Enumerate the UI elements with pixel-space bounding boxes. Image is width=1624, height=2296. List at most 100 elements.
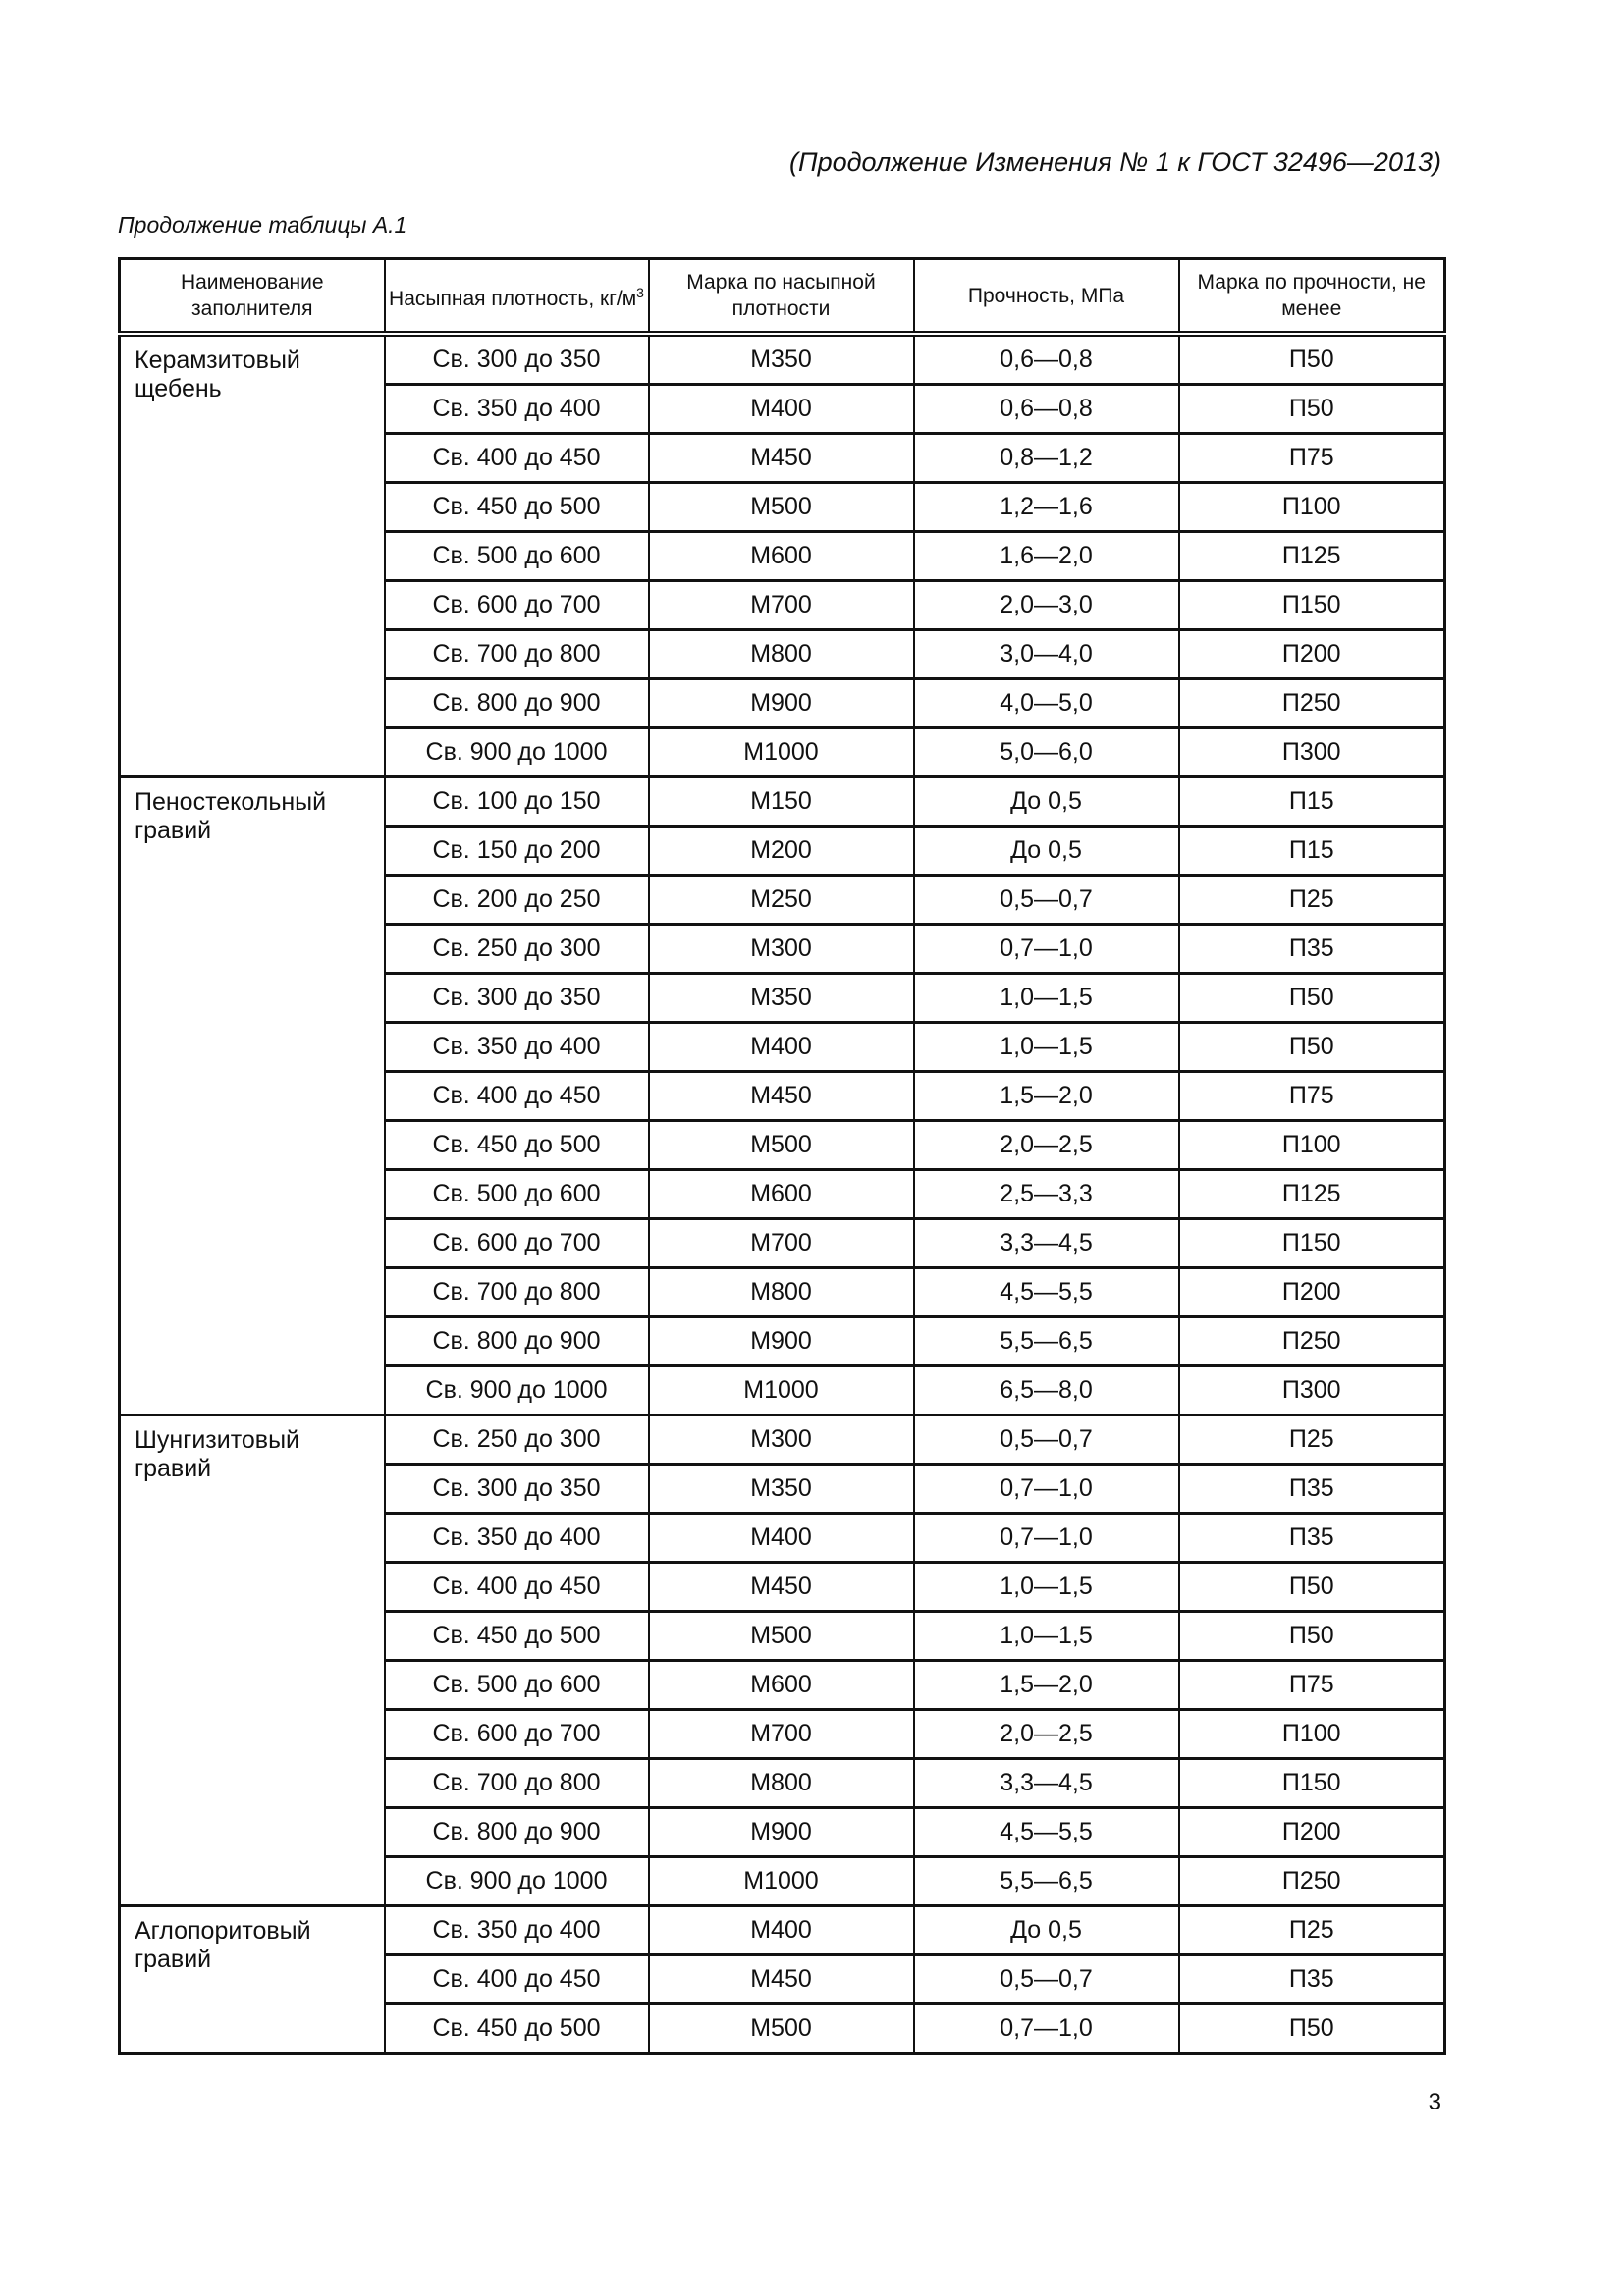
table-row: Св. 900 до 1000 М1000 5,5—6,5 П250 xyxy=(120,1855,1446,1907)
strength-grade: П100 xyxy=(1177,1119,1446,1171)
strength-grade: П50 xyxy=(1177,332,1446,386)
strength-grade: П25 xyxy=(1177,1414,1446,1466)
density-range: Св. 450 до 500 xyxy=(383,1119,650,1171)
density-grade: М600 xyxy=(647,1168,915,1220)
density-grade: М300 xyxy=(647,1414,915,1466)
density-grade: М250 xyxy=(647,874,915,926)
strength-grade: П300 xyxy=(1177,726,1446,778)
strength-range: 1,0—1,5 xyxy=(912,972,1180,1024)
density-range: Св. 250 до 300 xyxy=(383,1414,650,1466)
strength-range: 0,6—0,8 xyxy=(912,383,1180,435)
density-unit-sup: 3 xyxy=(636,284,644,300)
table-row: Св. 500 до 600 М600 1,6—2,0 П125 xyxy=(120,530,1446,582)
strength-grade: П75 xyxy=(1177,1659,1446,1711)
col-header-name: Наименование заполнителя xyxy=(118,257,386,337)
density-range: Св. 350 до 400 xyxy=(383,1512,650,1564)
strength-range: 2,5—3,3 xyxy=(912,1168,1180,1220)
col-header-density: Насыпная плотность, кг/м3 xyxy=(383,257,650,337)
strength-range: 3,3—4,5 xyxy=(912,1217,1180,1269)
strength-range: 1,0—1,5 xyxy=(912,1561,1180,1613)
strength-range: 0,6—0,8 xyxy=(912,332,1180,386)
density-grade: М400 xyxy=(647,1021,915,1073)
strength-grade: П100 xyxy=(1177,481,1446,533)
density-grade: М500 xyxy=(647,2002,915,2055)
strength-grade: П250 xyxy=(1177,1315,1446,1367)
strength-range: 4,5—5,5 xyxy=(912,1806,1180,1858)
table-row: Св. 800 до 900 М900 4,5—5,5 П200 xyxy=(120,1806,1446,1858)
strength-grade: П50 xyxy=(1177,383,1446,435)
strength-grade: П35 xyxy=(1177,1953,1446,2005)
density-range: Св. 400 до 450 xyxy=(383,432,650,484)
density-grade: М900 xyxy=(647,677,915,729)
table-row: Керамзитовый щебень Св. 300 до 350 М350 0,6… xyxy=(118,332,1446,778)
density-range: Св. 800 до 900 xyxy=(383,677,650,729)
table-row: Св. 350 до 400 М400 1,0—1,5 П50 xyxy=(120,1021,1446,1073)
table-row: Св. 800 до 900 М900 5,5—6,5 П250 xyxy=(120,1315,1446,1367)
strength-grade: П250 xyxy=(1177,1855,1446,1907)
col-header-strength-grade: Марка по прочности, не менее xyxy=(1177,257,1446,337)
strength-range: 1,2—1,6 xyxy=(912,481,1180,533)
density-grade: М700 xyxy=(647,1708,915,1760)
strength-range: 3,3—4,5 xyxy=(912,1757,1180,1809)
density-range: Св. 450 до 500 xyxy=(383,481,650,533)
strength-grade: П150 xyxy=(1177,579,1446,631)
table-row: Св. 600 до 700 М700 2,0—2,5 П100 xyxy=(120,1708,1446,1760)
strength-grade: П25 xyxy=(1177,1904,1446,1956)
density-grade: М300 xyxy=(647,923,915,975)
strength-grade: П35 xyxy=(1177,923,1446,975)
strength-grade: П100 xyxy=(1177,1708,1446,1760)
table-row: Св. 700 до 800 М800 3,0—4,0 П200 xyxy=(120,628,1446,680)
density-range: Св. 500 до 600 xyxy=(383,1659,650,1711)
strength-range: До 0,5 xyxy=(912,775,1180,828)
strength-range: 4,0—5,0 xyxy=(912,677,1180,729)
strength-grade: П75 xyxy=(1177,1070,1446,1122)
table-row: Св. 400 до 450 М450 1,5—2,0 П75 xyxy=(120,1070,1446,1122)
table-row: Св. 400 до 450 М450 0,5—0,7 П35 xyxy=(120,1953,1446,2005)
density-grade: М500 xyxy=(647,481,915,533)
strength-grade: П125 xyxy=(1177,1168,1446,1220)
table-row: Шунгизитовый гравий Св. 250 до 300 М300 0,5… xyxy=(118,1414,1446,1907)
density-range: Св. 800 до 900 xyxy=(383,1806,650,1858)
table-row: Св. 150 до 200 М200 До 0,5 П15 xyxy=(120,825,1446,877)
density-range: Св. 600 до 700 xyxy=(383,1708,650,1760)
density-grade: М150 xyxy=(647,775,915,828)
strength-range: До 0,5 xyxy=(912,825,1180,877)
strength-grade: П150 xyxy=(1177,1757,1446,1809)
strength-range: 1,0—1,5 xyxy=(912,1021,1180,1073)
density-grade: М500 xyxy=(647,1610,915,1662)
table-row: Св. 400 до 450 М450 0,8—1,2 П75 xyxy=(120,432,1446,484)
strength-grade: П15 xyxy=(1177,775,1446,828)
density-range: Св. 500 до 600 xyxy=(383,1168,650,1220)
table-row: Св. 400 до 450 М450 1,0—1,5 П50 xyxy=(120,1561,1446,1613)
strength-range: 1,5—2,0 xyxy=(912,1659,1180,1711)
table-row: Св. 700 до 800 М800 4,5—5,5 П200 xyxy=(120,1266,1446,1318)
table-row: Аглопоритовый гравий Св. 350 до 400 М400 До… xyxy=(118,1904,1446,2055)
density-range: Св. 400 до 450 xyxy=(383,1561,650,1613)
strength-range: 1,0—1,5 xyxy=(912,1610,1180,1662)
density-grade: М200 xyxy=(647,825,915,877)
density-grade: М350 xyxy=(647,972,915,1024)
table-row: Св. 450 до 500 М500 2,0—2,5 П100 xyxy=(120,1119,1446,1171)
table-row: Св. 250 до 300 М300 0,7—1,0 П35 xyxy=(120,923,1446,975)
strength-grade: П15 xyxy=(1177,825,1446,877)
strength-range: 0,7—1,0 xyxy=(912,923,1180,975)
aggregate-name: Керамзитовый щебень xyxy=(118,332,386,778)
density-grade: М400 xyxy=(647,383,915,435)
strength-range: 5,5—6,5 xyxy=(912,1855,1180,1907)
table-row: Св. 600 до 700 М700 2,0—3,0 П150 xyxy=(120,579,1446,631)
density-grade: М400 xyxy=(647,1512,915,1564)
density-range: Св. 900 до 1000 xyxy=(383,1364,650,1416)
density-range: Св. 300 до 350 xyxy=(383,332,650,386)
strength-grade: П35 xyxy=(1177,1512,1446,1564)
aggregate-table: Наименование заполнителя Насыпная плотно… xyxy=(118,257,1446,2055)
density-range: Св. 500 до 600 xyxy=(383,530,650,582)
density-grade: М400 xyxy=(647,1904,915,1956)
strength-grade: П35 xyxy=(1177,1463,1446,1515)
col-header-strength: Прочность, МПа xyxy=(912,257,1180,337)
strength-grade: П50 xyxy=(1177,1561,1446,1613)
table-row: Св. 300 до 350 М350 1,0—1,5 П50 xyxy=(120,972,1446,1024)
col-header-density-grade: Марка по насыпной плотности xyxy=(647,257,915,337)
density-grade: М900 xyxy=(647,1806,915,1858)
strength-range: 0,5—0,7 xyxy=(912,1414,1180,1466)
density-grade: М1000 xyxy=(647,1855,915,1907)
